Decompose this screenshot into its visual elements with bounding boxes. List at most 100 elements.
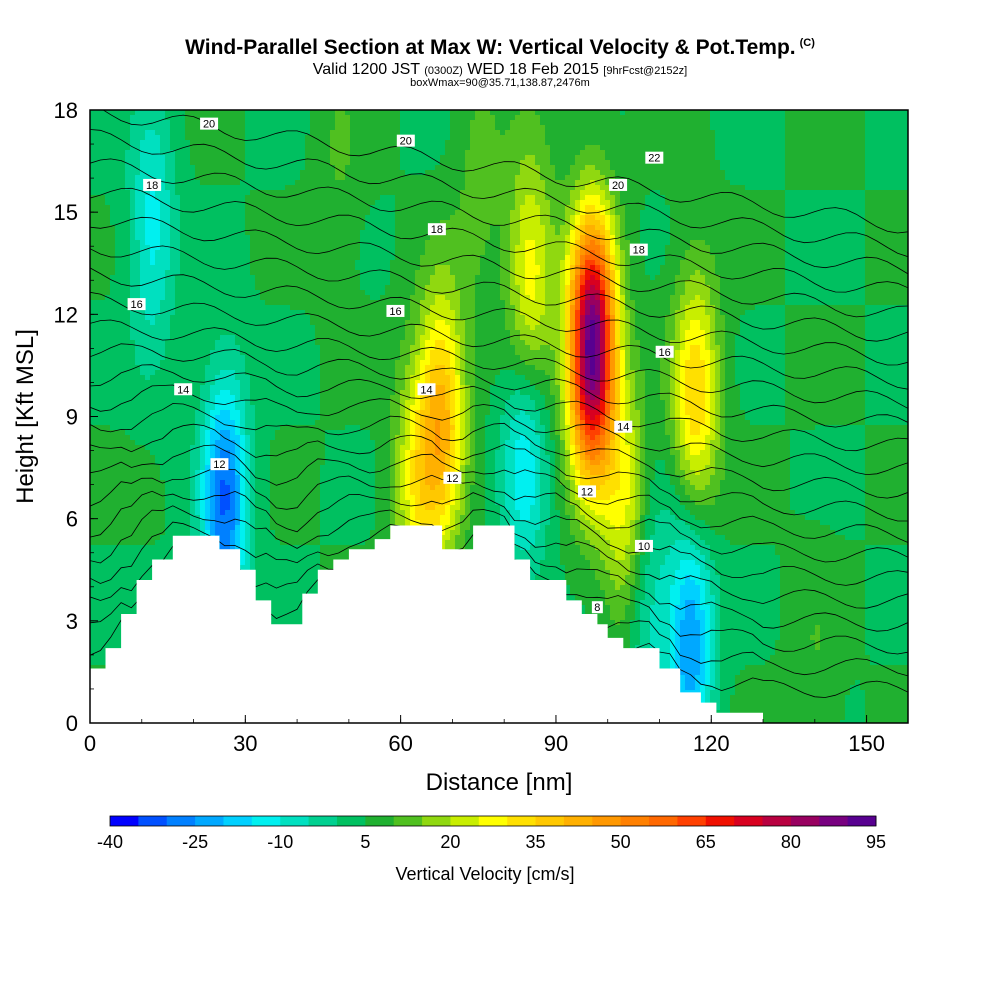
velocity-cell bbox=[445, 235, 451, 241]
velocity-cell bbox=[100, 145, 106, 151]
velocity-cell bbox=[160, 195, 166, 201]
velocity-cell bbox=[580, 155, 586, 161]
velocity-cell bbox=[395, 230, 401, 236]
velocity-cell bbox=[150, 220, 156, 226]
velocity-cell bbox=[415, 160, 421, 166]
velocity-cell bbox=[605, 240, 611, 246]
velocity-cell bbox=[560, 185, 566, 191]
velocity-cell bbox=[160, 225, 166, 231]
velocity-cell bbox=[665, 130, 671, 136]
velocity-cell bbox=[820, 130, 826, 136]
velocity-cell bbox=[545, 215, 551, 221]
velocity-cell bbox=[460, 240, 466, 246]
velocity-cell bbox=[620, 140, 626, 146]
velocity-cell bbox=[555, 120, 561, 126]
velocity-cell bbox=[800, 165, 806, 171]
velocity-cell bbox=[165, 170, 171, 176]
velocity-cell bbox=[675, 225, 681, 231]
velocity-cell bbox=[370, 135, 376, 141]
velocity-cell bbox=[535, 135, 541, 141]
velocity-cell bbox=[875, 235, 881, 241]
velocity-cell bbox=[185, 130, 191, 136]
velocity-cell bbox=[425, 255, 431, 261]
velocity-cell bbox=[295, 255, 301, 261]
velocity-cell bbox=[210, 220, 216, 226]
velocity-cell bbox=[740, 225, 746, 231]
velocity-cell bbox=[460, 130, 466, 136]
velocity-cell bbox=[305, 185, 311, 191]
velocity-cell bbox=[200, 145, 206, 151]
velocity-cell bbox=[505, 155, 511, 161]
velocity-cell bbox=[200, 190, 206, 196]
velocity-cell bbox=[140, 160, 146, 166]
velocity-cell bbox=[530, 250, 536, 256]
velocity-cell bbox=[145, 200, 151, 206]
velocity-cell bbox=[770, 180, 776, 186]
velocity-cell bbox=[365, 210, 371, 216]
velocity-cell bbox=[305, 135, 311, 141]
velocity-cell bbox=[515, 135, 521, 141]
velocity-cell bbox=[125, 220, 131, 226]
velocity-cell bbox=[635, 110, 641, 116]
velocity-cell bbox=[205, 195, 211, 201]
velocity-cell bbox=[190, 145, 196, 151]
velocity-cell bbox=[105, 230, 111, 236]
velocity-cell bbox=[860, 200, 866, 206]
velocity-cell bbox=[545, 165, 551, 171]
velocity-cell bbox=[305, 180, 311, 186]
velocity-cell bbox=[720, 115, 726, 121]
velocity-cell bbox=[410, 130, 416, 136]
velocity-cell bbox=[890, 210, 896, 216]
velocity-cell bbox=[335, 175, 341, 181]
velocity-cell bbox=[210, 110, 216, 116]
velocity-cell bbox=[670, 125, 676, 131]
velocity-cell bbox=[745, 195, 751, 201]
velocity-cell bbox=[550, 150, 556, 156]
velocity-cell bbox=[880, 255, 886, 261]
velocity-cell bbox=[565, 255, 571, 261]
velocity-cell bbox=[500, 250, 506, 256]
velocity-cell bbox=[575, 190, 581, 196]
velocity-cell bbox=[375, 205, 381, 211]
velocity-cell bbox=[805, 235, 811, 241]
velocity-cell bbox=[415, 250, 421, 256]
velocity-cell bbox=[310, 140, 316, 146]
velocity-cell bbox=[820, 155, 826, 161]
velocity-cell bbox=[785, 145, 791, 151]
velocity-cell bbox=[780, 165, 786, 171]
velocity-cell bbox=[890, 110, 896, 116]
velocity-cell bbox=[240, 165, 246, 171]
velocity-cell bbox=[280, 230, 286, 236]
velocity-cell bbox=[240, 225, 246, 231]
velocity-cell bbox=[420, 225, 426, 231]
velocity-cell bbox=[380, 230, 386, 236]
velocity-cell bbox=[875, 145, 881, 151]
velocity-cell bbox=[880, 245, 886, 251]
velocity-cell bbox=[780, 150, 786, 156]
velocity-cell bbox=[520, 235, 526, 241]
velocity-cell bbox=[550, 235, 556, 241]
velocity-cell bbox=[420, 175, 426, 181]
velocity-cell bbox=[635, 225, 641, 231]
velocity-cell bbox=[815, 120, 821, 126]
velocity-cell bbox=[665, 145, 671, 151]
velocity-cell bbox=[660, 140, 666, 146]
velocity-cell bbox=[215, 230, 221, 236]
velocity-cell bbox=[445, 145, 451, 151]
velocity-cell bbox=[760, 110, 766, 116]
velocity-cell bbox=[605, 235, 611, 241]
velocity-cell bbox=[405, 180, 411, 186]
velocity-cell bbox=[685, 195, 691, 201]
velocity-cell bbox=[275, 245, 281, 251]
velocity-cell bbox=[375, 145, 381, 151]
velocity-cell bbox=[745, 200, 751, 206]
velocity-cell bbox=[900, 255, 906, 261]
velocity-cell bbox=[510, 200, 516, 206]
velocity-cell bbox=[670, 115, 676, 121]
velocity-cell bbox=[385, 120, 391, 126]
velocity-cell bbox=[770, 120, 776, 126]
velocity-cell bbox=[345, 235, 351, 241]
velocity-cell bbox=[870, 240, 876, 246]
velocity-cell bbox=[185, 220, 191, 226]
velocity-cell bbox=[675, 255, 681, 261]
